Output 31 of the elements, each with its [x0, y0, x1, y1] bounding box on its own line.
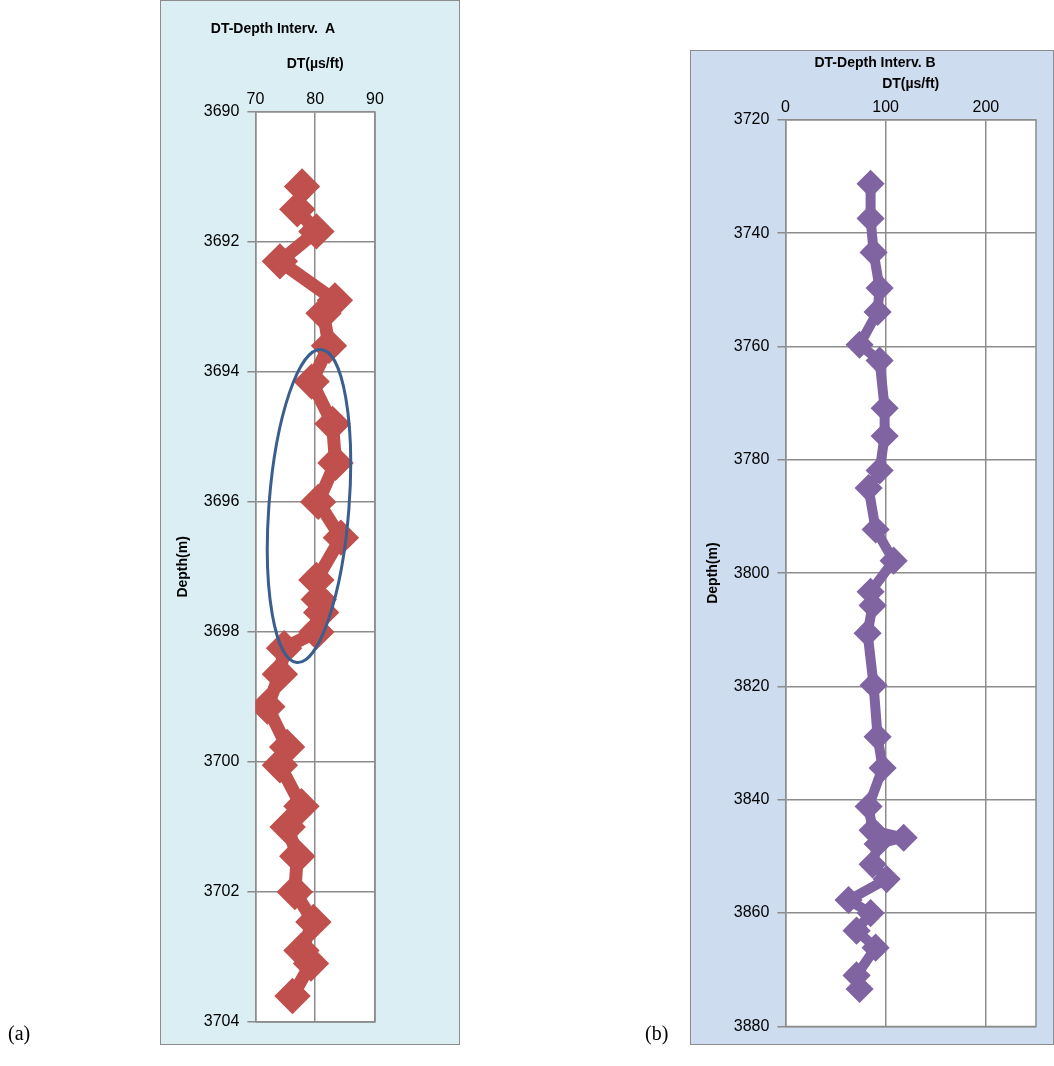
y-tick-label: 3820: [733, 676, 770, 694]
x-tick-label: 80: [306, 89, 325, 107]
y-tick-label: 3698: [203, 622, 240, 640]
y-axis-title: Depth(m): [704, 542, 721, 604]
y-tick-label: 3702: [203, 882, 240, 900]
y-tick-label: 3800: [733, 563, 770, 581]
y-tick-label: 3740: [733, 223, 770, 241]
y-tick-label: 3696: [203, 492, 240, 510]
y-tick-label: 3692: [203, 232, 240, 250]
text: (a): [8, 1022, 31, 1045]
y-tick-label: 3694: [203, 362, 240, 380]
y-tick-label: 3720: [733, 110, 770, 128]
y-tick-label: 3700: [203, 752, 240, 770]
x-tick-label: 0: [780, 97, 790, 115]
chart-title: DT-Depth Interv. B: [814, 54, 936, 71]
y-tick-label: 3704: [203, 1012, 240, 1030]
chart-title: DT-Depth Interv. A: [210, 20, 336, 37]
y-tick-label: 3880: [733, 1016, 770, 1034]
text: (b): [645, 1022, 669, 1045]
y-tick-label: 3780: [733, 450, 770, 468]
y-tick-label: 3840: [733, 790, 770, 808]
x-tick-label: 100: [872, 97, 900, 115]
y-tick-label: 3860: [733, 903, 770, 921]
y-tick-label: 3760: [733, 336, 770, 354]
x-tick-label: 200: [972, 97, 1000, 115]
x-axis-title: DT(µs/ft): [882, 75, 940, 92]
x-axis-title: DT(µs/ft): [286, 55, 344, 72]
y-tick-label: 3690: [203, 102, 240, 120]
x-tick-label: 70: [246, 89, 265, 107]
x-tick-label: 90: [366, 89, 384, 107]
y-axis-title: Depth(m): [174, 536, 191, 598]
